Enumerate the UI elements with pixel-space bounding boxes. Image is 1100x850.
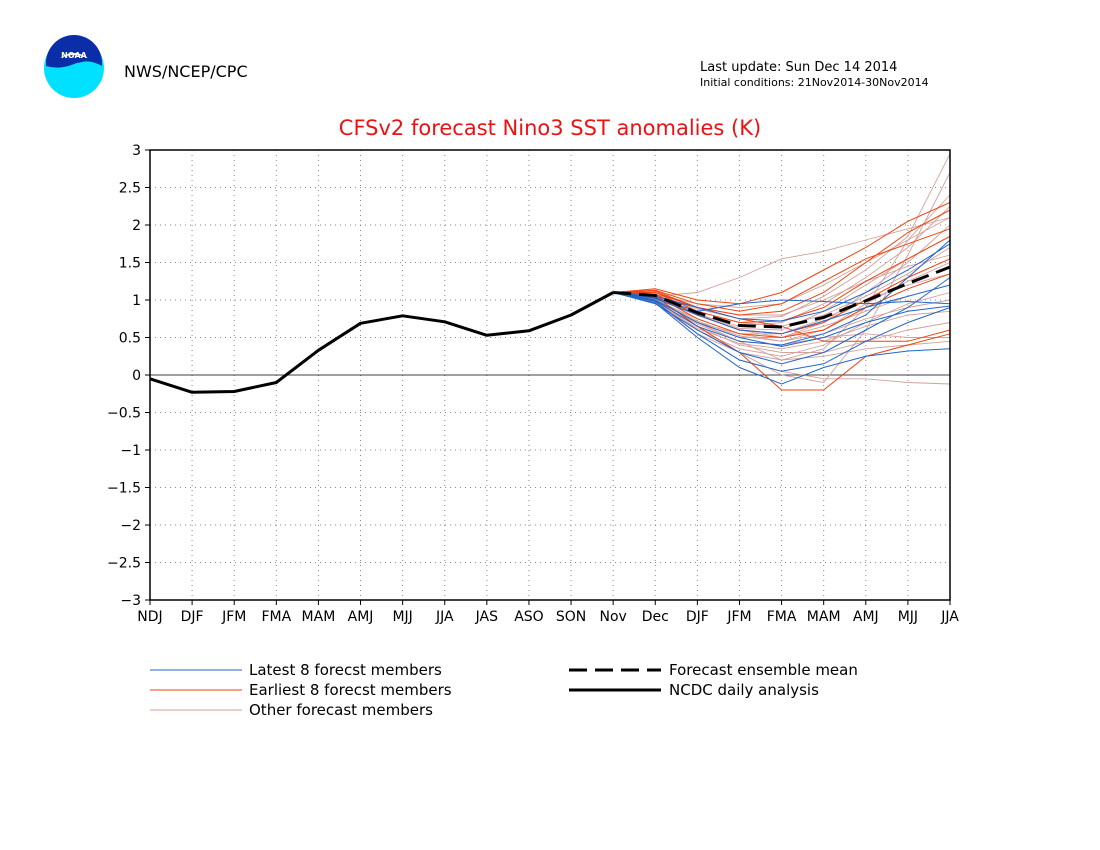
- legend-label-analysis: NCDC daily analysis: [669, 681, 819, 699]
- x-tick-label: ASO: [514, 609, 543, 625]
- y-tick-label: −0.5: [107, 406, 141, 422]
- x-tick-label: JAS: [475, 609, 498, 625]
- y-tick-label: 1.5: [119, 256, 141, 272]
- other-member-line: [613, 254, 951, 316]
- x-tick-label: DJF: [686, 609, 709, 625]
- x-tick-label: JFM: [221, 609, 246, 625]
- x-tick-label: Nov: [599, 609, 626, 625]
- latest-member-line: [613, 284, 951, 335]
- x-tick-label: NDJ: [137, 609, 162, 625]
- x-tick-label: Dec: [642, 609, 669, 625]
- legend-label-latest: Latest 8 forecst members: [249, 661, 442, 679]
- ensemble-mean-line: [613, 265, 951, 329]
- latest-member-line: [613, 292, 951, 372]
- x-tick-label: JJA: [940, 609, 959, 625]
- earliest-member-line: [613, 202, 951, 305]
- x-tick-label: DJF: [181, 609, 204, 625]
- x-tick-label: JJA: [435, 609, 454, 625]
- other-member-line: [613, 292, 951, 350]
- x-tick-label: AMJ: [853, 609, 879, 625]
- x-tick-label: SON: [556, 609, 586, 625]
- axis-labels: NDJ DJF JFM FMA MAM AMJ MJJ JJA JAS ASO SON Nov Dec D…: [107, 143, 959, 625]
- x-tick-label: MJJ: [392, 609, 412, 625]
- main-series: [149, 265, 951, 394]
- analysis-line: [149, 291, 614, 394]
- other-member-line: [613, 292, 951, 361]
- x-tick-label: JFM: [726, 609, 751, 625]
- y-tick-label: 2: [132, 218, 141, 234]
- y-tick-label: 1: [132, 293, 141, 309]
- y-tick-label: 0.5: [119, 331, 141, 347]
- legend-label-other: Other forecast members: [249, 701, 433, 719]
- y-tick-label: −3: [120, 593, 141, 609]
- x-tick-label: MJJ: [898, 609, 918, 625]
- y-tick-label: −1: [120, 443, 141, 459]
- legend-label-earliest: Earliest 8 forecst members: [249, 681, 452, 699]
- legend: Latest 8 forecst members Earliest 8 forec…: [150, 661, 858, 719]
- grid-lines: [150, 150, 950, 600]
- member-lines: [613, 153, 951, 391]
- earliest-member-line: [613, 292, 951, 391]
- latest-member-line: [613, 292, 951, 385]
- agency-label: NWS/NCEP/CPC: [124, 62, 248, 81]
- y-tick-label: −2: [120, 518, 141, 534]
- x-tick-label: AMJ: [348, 609, 374, 625]
- other-member-line: [613, 292, 951, 357]
- x-tick-label: MAM: [807, 609, 841, 625]
- y-tick-label: 0: [132, 368, 141, 384]
- earliest-member-line: [613, 209, 951, 316]
- y-tick-label: −2.5: [107, 556, 141, 572]
- noaa-logo-text: NOAA: [61, 51, 87, 60]
- x-tick-label: FMA: [261, 609, 291, 625]
- earliest-member-line: [613, 273, 951, 339]
- y-tick-label: −1.5: [107, 481, 141, 497]
- initial-conditions-label: Initial conditions: 21Nov2014-30Nov2014: [700, 76, 929, 89]
- y-tick-label: 3: [132, 143, 141, 159]
- y-tick-label: 2.5: [119, 181, 141, 197]
- chart-title: CFSv2 forecast Nino3 SST anomalies (K): [339, 116, 761, 140]
- x-tick-label: FMA: [767, 609, 797, 625]
- last-update-label: Last update: Sun Dec 14 2014: [700, 60, 897, 75]
- earliest-member-line: [613, 228, 951, 312]
- noaa-logo: NOAA: [44, 35, 104, 98]
- legend-label-mean: Forecast ensemble mean: [669, 661, 858, 679]
- x-tick-label: MAM: [302, 609, 336, 625]
